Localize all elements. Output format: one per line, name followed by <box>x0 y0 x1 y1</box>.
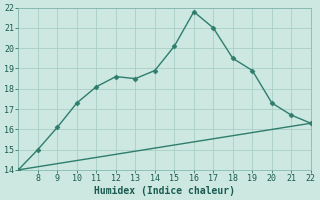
X-axis label: Humidex (Indice chaleur): Humidex (Indice chaleur) <box>94 186 235 196</box>
